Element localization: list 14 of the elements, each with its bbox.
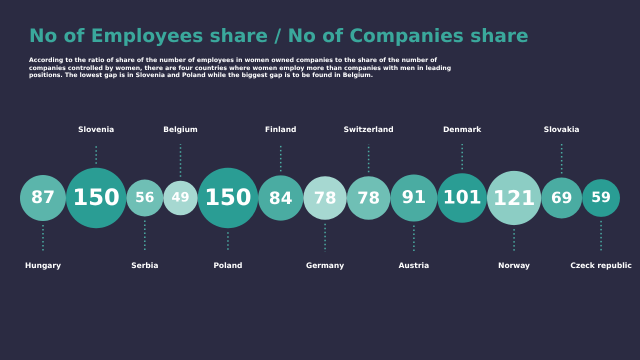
data-label: 49 [171,190,190,206]
data-label: 87 [31,188,55,208]
data-label: 59 [591,190,611,206]
data-label: 56 [135,190,154,206]
data-label: 91 [402,188,426,208]
data-label: 150 [72,185,120,211]
text: No of Employees share / No of Companies share [29,26,529,47]
data-label: 78 [314,188,336,208]
data-label: 78 [357,188,380,208]
data-label: 84 [268,188,293,208]
data-label: 150 [204,185,252,211]
data-label: 101 [442,188,482,208]
data-label: 69 [550,189,572,207]
data-label: 121 [492,186,536,210]
